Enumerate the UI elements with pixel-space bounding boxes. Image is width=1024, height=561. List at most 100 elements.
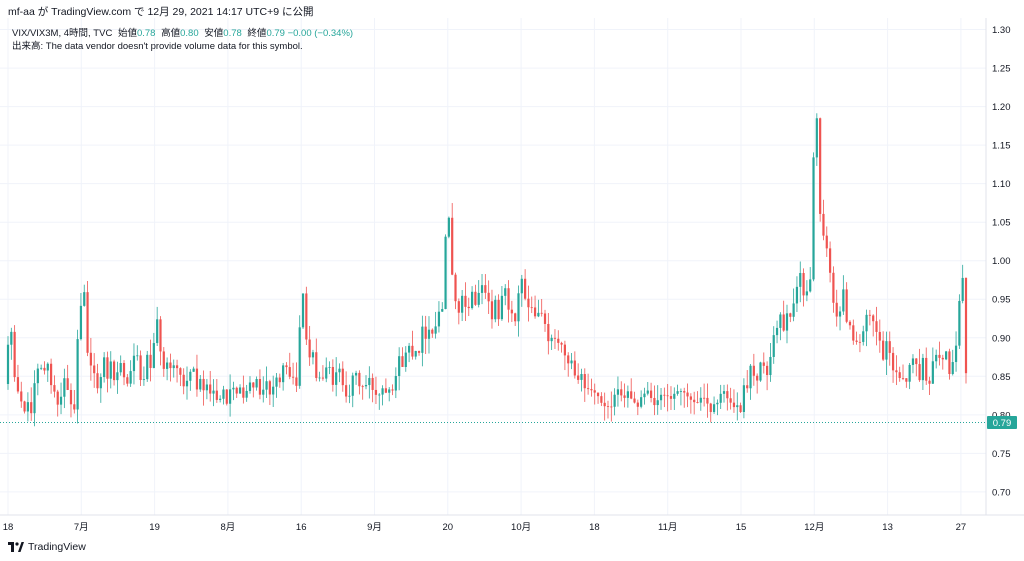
candle: [83, 284, 86, 307]
candle: [838, 306, 842, 331]
candle: [447, 216, 450, 239]
high-label: 高値: [161, 28, 181, 39]
candle: [935, 349, 938, 369]
candle-body: [457, 301, 460, 313]
candle-body: [852, 325, 855, 341]
candle-body: [156, 319, 159, 344]
candle: [394, 367, 397, 399]
candle-body: [401, 356, 404, 367]
candle: [424, 315, 427, 355]
candle: [490, 289, 494, 329]
candle: [649, 382, 653, 403]
volume-note: 出来高: The data vendor doesn't provide vol…: [12, 41, 303, 52]
candle-body: [321, 377, 325, 379]
candle: [789, 312, 792, 323]
candle: [288, 352, 291, 380]
candle-body: [222, 389, 225, 399]
candle: [646, 381, 649, 396]
candle-body: [593, 390, 596, 393]
candle-body: [726, 391, 729, 399]
candle-body: [732, 402, 736, 408]
candle-body: [832, 272, 835, 303]
candle-body: [689, 396, 692, 400]
candle: [822, 199, 825, 241]
candle-body: [640, 397, 643, 407]
candle: [109, 351, 112, 389]
candle-body: [318, 377, 321, 379]
candle: [872, 314, 875, 337]
candle-body: [812, 157, 815, 280]
symbol-name: VIX/VIX3M, 4時間, TVC: [12, 28, 113, 39]
candle: [543, 309, 547, 332]
candle: [799, 261, 802, 303]
candle-body: [136, 355, 139, 357]
candle-body: [610, 406, 613, 408]
candle-body: [10, 331, 13, 345]
candle-body: [845, 289, 848, 322]
candle-body: [56, 391, 59, 405]
candle-body: [96, 373, 99, 389]
candle-body: [6, 344, 10, 385]
time-tick-label: 15: [736, 522, 747, 533]
candle-body: [162, 351, 165, 369]
candle: [732, 389, 736, 413]
candle-body: [885, 341, 888, 360]
candle-body: [646, 390, 649, 394]
candle-body: [252, 382, 255, 388]
candle-body: [86, 292, 89, 353]
candle-body: [954, 345, 958, 363]
candle-body: [66, 378, 69, 390]
candle-body: [925, 357, 928, 381]
candle-body: [699, 397, 702, 403]
candle-body: [964, 277, 968, 374]
candle-body: [533, 307, 537, 317]
candle-body: [40, 367, 43, 369]
tradingview-footer[interactable]: TradingView: [8, 541, 86, 553]
candle: [66, 364, 69, 391]
candle: [232, 381, 235, 401]
candle: [258, 369, 262, 400]
candle-body: [500, 295, 504, 320]
candle: [76, 329, 79, 424]
candle-body: [116, 372, 119, 381]
candle-body: [540, 312, 543, 314]
candle: [772, 326, 775, 364]
candle-body: [23, 401, 26, 412]
candle-body: [742, 385, 746, 412]
candle: [746, 370, 749, 393]
candle-body: [775, 327, 779, 336]
candle: [517, 285, 520, 337]
candle: [766, 361, 769, 391]
candle: [504, 284, 507, 306]
time-tick-label: 27: [956, 522, 967, 533]
candle: [182, 368, 185, 395]
candle-body: [404, 352, 407, 367]
candle: [172, 359, 175, 378]
candle-body: [663, 394, 666, 396]
candle: [245, 384, 248, 402]
candle: [494, 295, 497, 323]
candle-body: [577, 375, 580, 380]
candle: [749, 363, 752, 400]
candle-body: [766, 365, 769, 376]
candle-body: [26, 402, 29, 412]
candle: [620, 381, 623, 402]
candle: [699, 387, 702, 411]
candle: [391, 384, 394, 396]
candle: [596, 392, 600, 404]
candle: [583, 368, 586, 402]
candle-body: [288, 367, 291, 377]
candle: [285, 362, 288, 375]
candle-body: [693, 399, 696, 403]
candle-body: [454, 274, 457, 302]
candle: [563, 340, 566, 371]
candle-body: [623, 395, 626, 398]
candle: [311, 349, 315, 365]
candle: [673, 387, 676, 410]
candle: [613, 388, 616, 416]
candle-body: [79, 305, 83, 340]
candle-body: [958, 300, 961, 346]
candle: [401, 347, 404, 368]
candle: [616, 376, 620, 407]
